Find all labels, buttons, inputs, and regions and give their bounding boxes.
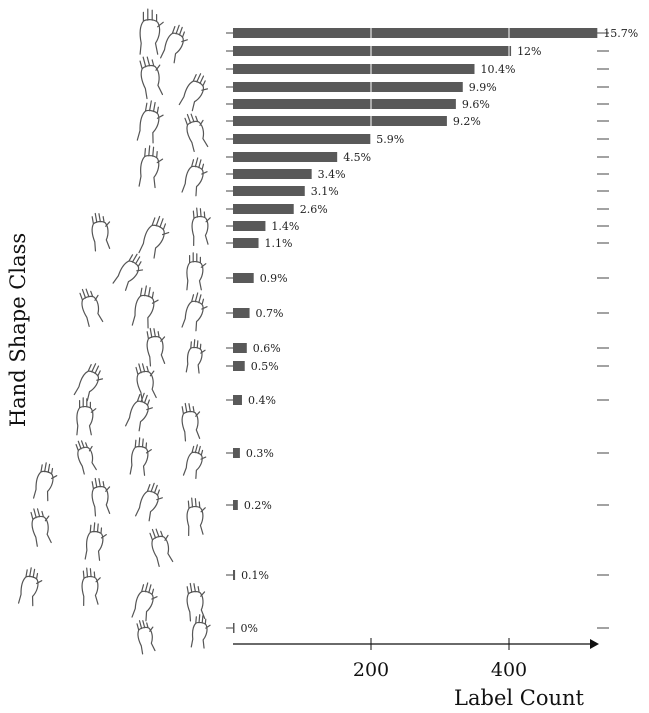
bar-label: 1.4% <box>271 220 299 233</box>
hand-shape-icon <box>186 252 207 291</box>
bar <box>233 169 312 179</box>
bar-label: 9.9% <box>469 81 497 94</box>
bar <box>233 570 236 580</box>
hand-shape-icon <box>184 113 209 152</box>
x-axis-ticks: 200 400 <box>353 638 527 681</box>
bar <box>233 308 250 318</box>
right-tick-marks <box>597 32 609 629</box>
bar-label: 0.7% <box>256 307 284 320</box>
hand-shape-icon <box>181 292 208 332</box>
bar-label: 1.1% <box>265 237 293 250</box>
y-axis-title: Hand Shape Class <box>6 233 30 427</box>
hand-shape-icon <box>73 363 104 402</box>
bar-label: 4.5% <box>343 151 371 164</box>
bar <box>233 273 254 283</box>
hand-shape-icon <box>146 327 166 367</box>
bar <box>233 82 463 92</box>
bar-label: 2.6% <box>300 203 328 216</box>
bar <box>233 152 338 162</box>
hand-shape-icon <box>81 567 101 607</box>
hand-shape-icon <box>181 402 201 442</box>
hand-shape-icon <box>160 24 188 64</box>
bars <box>233 28 598 633</box>
hand-shape-icon <box>181 157 208 197</box>
bar <box>233 99 456 109</box>
bar <box>233 238 259 248</box>
bar-label: 0.9% <box>260 272 288 285</box>
hand-shape-icon <box>84 522 107 561</box>
vertical-grid-lines <box>370 26 510 150</box>
bar <box>233 221 266 231</box>
hand-shape-icon <box>182 444 207 480</box>
hand-shape-icon <box>91 477 111 517</box>
hand-shape-icon <box>139 56 164 100</box>
bar-label: 0.5% <box>251 360 279 373</box>
hand-shape-icon <box>138 215 170 259</box>
bar-label: 5.9% <box>376 133 404 146</box>
bar-label: 0.4% <box>248 394 276 407</box>
bar <box>233 64 475 74</box>
hand-shape-icon <box>131 582 158 622</box>
bar <box>233 500 238 510</box>
bar <box>233 395 242 405</box>
hand-shape-icon <box>190 614 211 649</box>
hand-shape-icon <box>149 528 174 567</box>
hand-shape-icon <box>30 508 52 547</box>
x-axis-title: Label Count <box>454 686 584 710</box>
bar-label: 0.6% <box>253 342 281 355</box>
bar <box>233 134 371 144</box>
hand-shape-icon <box>186 497 206 537</box>
bar-label: 0.1% <box>241 569 269 582</box>
x-tick-label: 200 <box>353 659 389 681</box>
bar <box>233 46 512 56</box>
bar-label: 15.7% <box>603 27 638 40</box>
hand-shape-icon <box>136 100 164 144</box>
bar <box>233 116 447 126</box>
hand-shape-icon <box>32 462 58 502</box>
hand-shape-icon <box>191 207 211 247</box>
hand-shape-icon <box>91 212 111 252</box>
hand-shape-illustrations <box>17 8 211 655</box>
x-axis-arrow-icon <box>590 639 599 649</box>
hand-shape-icon <box>76 397 97 436</box>
bar-label: 0.3% <box>246 447 274 460</box>
bar-label: 10.4% <box>481 63 516 76</box>
hand-shape-icon <box>135 363 157 402</box>
hand-shape-icon <box>139 8 164 55</box>
hand-shape-icon <box>186 582 206 622</box>
hand-shape-icon <box>185 339 206 374</box>
hand-shape-icon <box>75 440 97 475</box>
hand-shape-icon <box>79 288 104 327</box>
bar-labels: 15.7% 12%10.4% 9.9% 9.6% 9.2% 5.9% 4.5% 3.4% 3.1… <box>241 27 639 635</box>
bar <box>233 204 294 214</box>
left-tick-marks <box>226 32 233 629</box>
bar <box>233 623 235 633</box>
bar <box>233 448 240 458</box>
hand-shape-icon <box>136 620 156 655</box>
bar-label: 9.2% <box>453 115 481 128</box>
bar-label: 12% <box>517 45 541 58</box>
hand-shape-icon <box>131 285 159 329</box>
bar <box>233 28 598 38</box>
bar <box>233 343 247 353</box>
hand-shape-icon <box>135 482 163 522</box>
hand-shape-icon <box>138 145 164 189</box>
hand-shape-icon <box>17 567 43 607</box>
hand-shape-icon <box>129 437 152 476</box>
hand-shape-icon <box>112 253 144 291</box>
bar-label: 3.4% <box>318 168 346 181</box>
x-tick-label: 400 <box>491 659 527 681</box>
bar <box>233 361 245 371</box>
hand-shape-icon <box>178 73 209 112</box>
bar-label: 3.1% <box>311 185 339 198</box>
bar-label: 0% <box>241 622 258 635</box>
bar <box>233 186 305 196</box>
bar-label: 9.6% <box>462 98 490 111</box>
hand-shape-icon <box>125 392 153 432</box>
bar-label: 0.2% <box>244 499 272 512</box>
